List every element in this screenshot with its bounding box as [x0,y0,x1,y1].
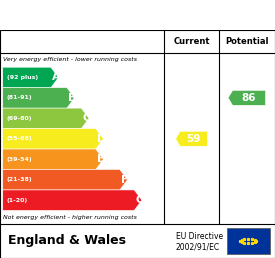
Text: (21-38): (21-38) [7,177,32,182]
Text: (81-91): (81-91) [7,95,32,100]
Text: EU Directive: EU Directive [176,232,223,241]
Polygon shape [3,190,142,211]
Text: England & Wales: England & Wales [8,235,126,247]
Text: (69-80): (69-80) [7,116,32,121]
Text: C: C [83,113,91,123]
Text: B: B [68,93,77,103]
Polygon shape [176,131,207,146]
Text: (39-54): (39-54) [7,157,32,162]
Text: (55-68): (55-68) [7,136,32,141]
Text: Very energy efficient - lower running costs: Very energy efficient - lower running co… [3,58,137,62]
Polygon shape [3,128,103,149]
Text: (1-20): (1-20) [7,198,28,203]
Text: Potential: Potential [225,37,269,46]
Text: 59: 59 [186,134,201,144]
Text: D: D [97,134,106,144]
Text: A: A [52,72,61,83]
Text: E: E [97,154,105,164]
Bar [227,228,270,254]
Text: F: F [121,175,129,185]
Polygon shape [3,170,128,190]
Text: Not energy efficient - higher running costs: Not energy efficient - higher running co… [3,215,137,220]
Text: Energy Efficiency Rating: Energy Efficiency Rating [8,8,199,22]
Polygon shape [3,88,75,108]
Polygon shape [3,108,89,128]
Polygon shape [3,67,59,88]
Text: G: G [136,195,145,205]
Text: 2002/91/EC: 2002/91/EC [176,243,220,252]
Text: Current: Current [173,37,210,46]
Text: (92 plus): (92 plus) [7,75,38,80]
Text: 86: 86 [242,93,256,103]
Polygon shape [228,91,265,105]
Polygon shape [3,149,103,170]
